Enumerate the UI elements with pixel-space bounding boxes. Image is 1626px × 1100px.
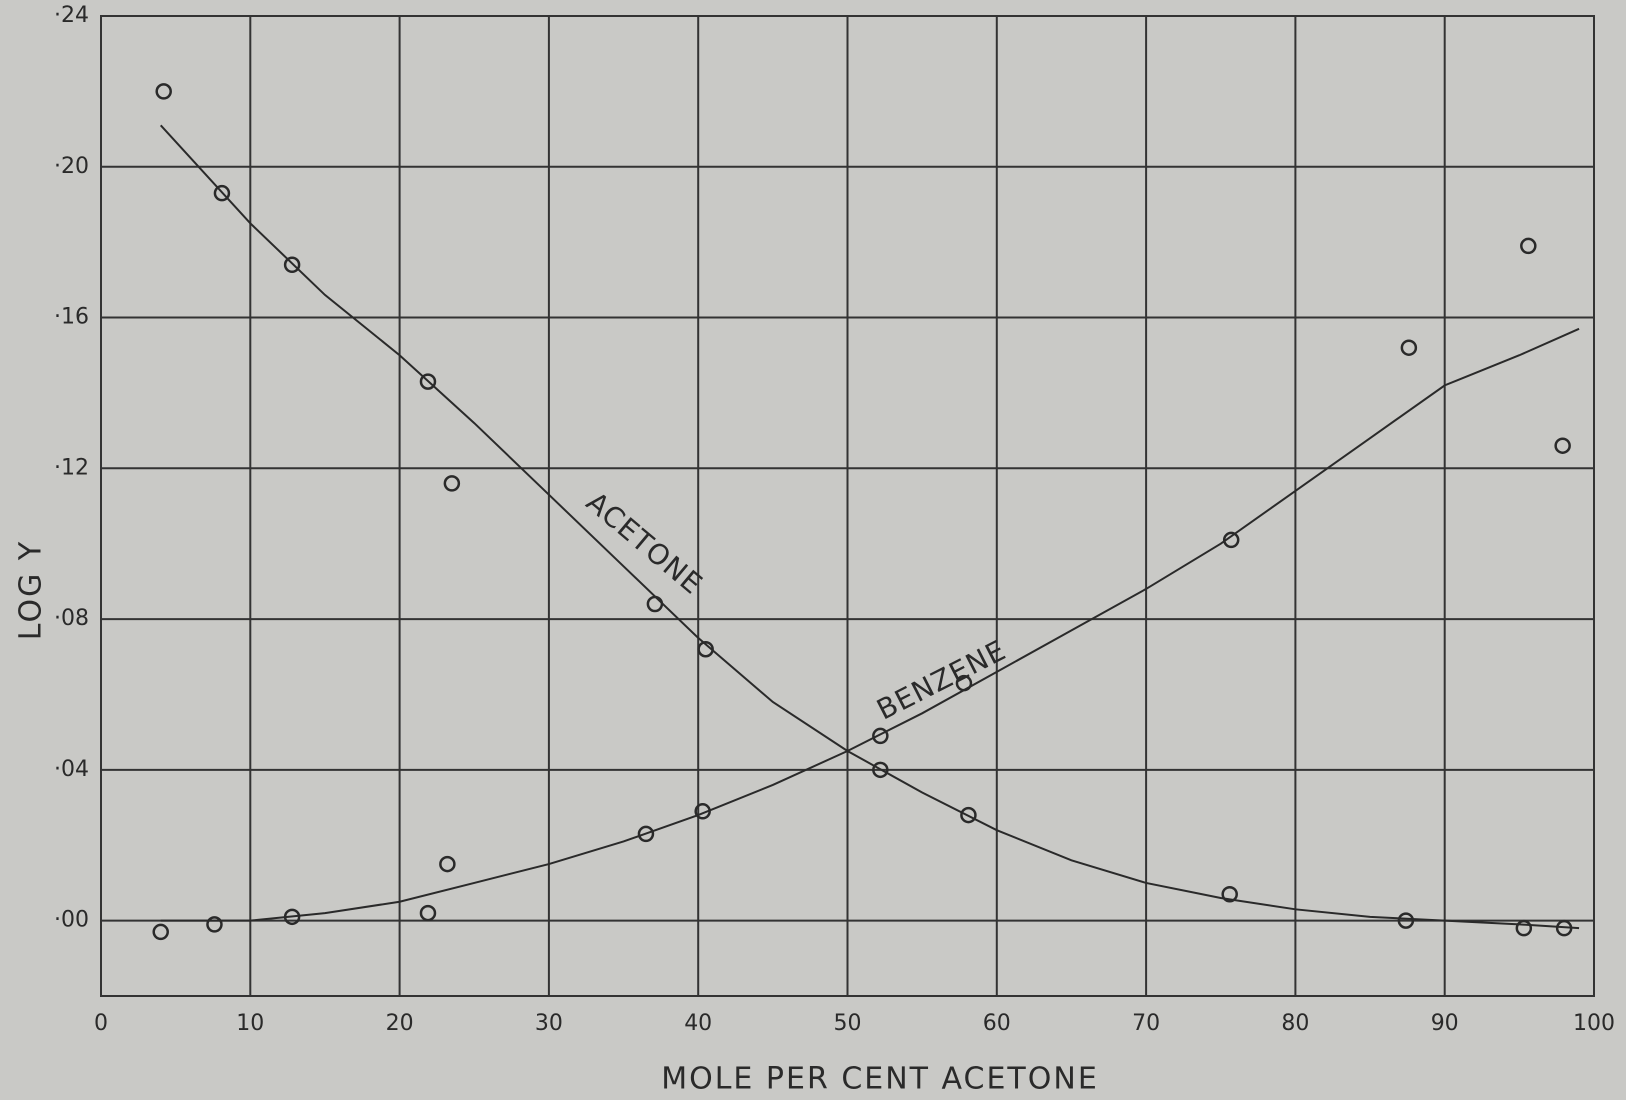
data-point <box>283 908 301 926</box>
x-tick-label: 100 <box>1573 1011 1615 1036</box>
data-point <box>152 923 169 941</box>
data-point <box>206 916 223 933</box>
x-tick-label: 60 <box>983 1011 1011 1036</box>
data-point <box>1222 531 1240 549</box>
data-point <box>872 761 889 779</box>
data-point <box>213 184 231 202</box>
x-tick-label: 90 <box>1431 1011 1459 1036</box>
x-tick-label: 0 <box>94 1011 108 1036</box>
x-tick-label: 30 <box>535 1011 563 1036</box>
y-tick-label: ·00 <box>54 908 89 933</box>
y-tick-label: ·04 <box>54 757 89 782</box>
y-tick-label: ·08 <box>54 606 89 631</box>
data-point <box>283 256 301 274</box>
x-axis-label: MOLE PER CENT ACETONE <box>661 1062 1099 1097</box>
data-point <box>1554 437 1571 454</box>
data-point <box>694 803 711 820</box>
y-axis-label: LOG Y <box>14 540 49 640</box>
data-point <box>155 83 172 100</box>
data-point <box>443 475 461 492</box>
x-tick-label: 80 <box>1281 1011 1309 1036</box>
data-point <box>439 855 456 873</box>
data-point <box>872 727 889 745</box>
y-tick-label: ·12 <box>54 455 89 480</box>
x-tick-label: 40 <box>684 1011 712 1036</box>
data-point <box>637 825 655 843</box>
fit-curve <box>159 124 1580 930</box>
data-point <box>646 595 664 613</box>
data-point <box>1221 885 1238 903</box>
data-point <box>960 806 977 824</box>
x-tick-label: 20 <box>386 1011 414 1036</box>
y-tick-label: ·20 <box>54 154 89 179</box>
data-point <box>1520 237 1537 255</box>
data-point <box>419 904 437 922</box>
data-point <box>1397 912 1415 929</box>
data-point <box>697 640 714 658</box>
x-tick-label: 50 <box>834 1011 862 1036</box>
data-point <box>1555 919 1573 937</box>
data-point <box>419 373 437 390</box>
x-tick-label: 10 <box>236 1011 264 1036</box>
data-point <box>1400 339 1418 356</box>
y-tick-label: ·16 <box>54 305 89 330</box>
data-point <box>1515 919 1533 937</box>
y-tick-label: ·24 <box>54 3 89 28</box>
x-tick-label: 70 <box>1132 1011 1160 1036</box>
data-point <box>955 674 973 692</box>
